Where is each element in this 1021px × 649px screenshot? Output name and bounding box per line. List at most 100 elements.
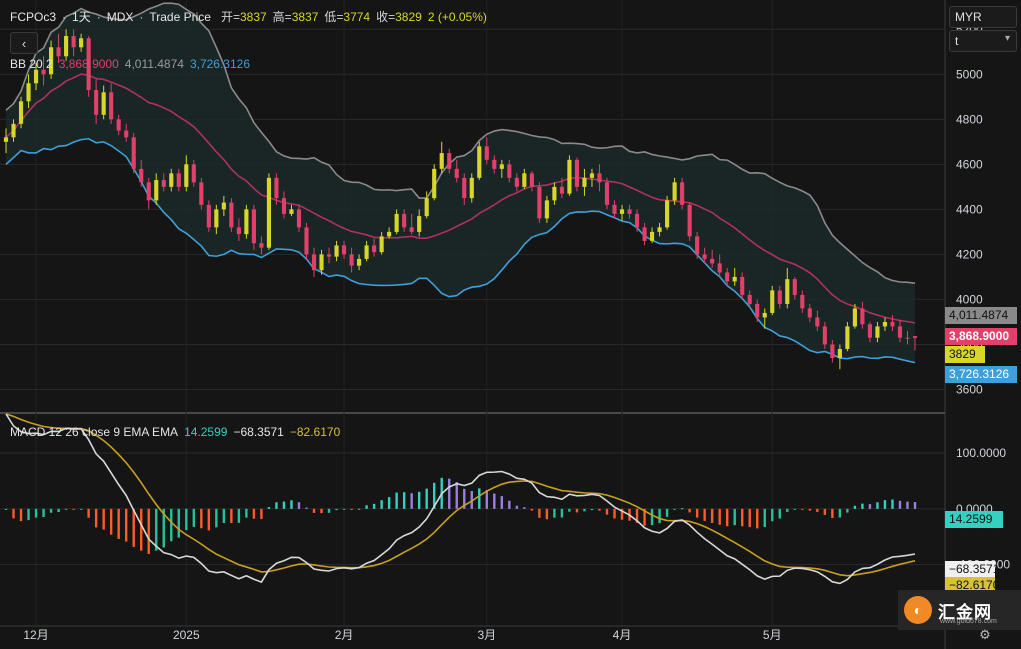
candle [319, 249, 324, 275]
logo-url: www.gold678.com [940, 618, 997, 625]
candle-body [559, 186, 564, 194]
candle-body [634, 213, 640, 228]
candle-body [702, 254, 707, 259]
candle [199, 177, 204, 210]
price-tick-label: 4200 [956, 247, 983, 261]
candle-body [281, 198, 287, 214]
candle-body [349, 254, 354, 266]
candle-body [680, 182, 685, 205]
histogram-bar [192, 508, 196, 527]
candle-body [184, 164, 189, 187]
candle-body [792, 279, 797, 295]
currency-value: MYR [955, 10, 982, 24]
candle [582, 168, 587, 196]
close-value: 3829 [395, 10, 422, 24]
candle-body [454, 168, 459, 178]
candle-body [484, 146, 489, 160]
chevron-left-icon: ‹ [21, 35, 27, 51]
separator: · [62, 9, 67, 24]
histogram-bar [756, 508, 759, 529]
candle [477, 141, 482, 181]
histogram-bar [448, 478, 451, 509]
price-tick-label: 4400 [956, 202, 983, 216]
candle-body [71, 36, 76, 48]
candle-body [499, 164, 504, 169]
candle-body [522, 173, 527, 187]
candle-body [139, 168, 144, 183]
histogram-bar [12, 508, 15, 519]
candle-body [672, 182, 677, 201]
histogram-bar [741, 508, 744, 527]
histogram-bar [387, 497, 391, 509]
candle-body [785, 279, 790, 304]
histogram-bar [34, 508, 38, 518]
candle-body [852, 308, 857, 327]
ohlc-high: 高=3837 [273, 8, 319, 25]
histogram-bar [846, 508, 849, 513]
candle-body [469, 177, 474, 199]
candle [281, 191, 287, 219]
collapse-legend-button[interactable]: ‹ [10, 32, 38, 54]
histogram-bar [117, 508, 120, 539]
histogram-bar [27, 508, 30, 521]
histogram-bar [132, 508, 135, 547]
histogram-bar [417, 491, 421, 509]
ohlc-close: 收=3829 [376, 8, 422, 25]
candle-body [477, 146, 482, 178]
candle-body [296, 209, 302, 228]
candle [544, 195, 549, 223]
histogram-bar [222, 508, 226, 524]
histogram-bar [718, 508, 721, 525]
histogram-bar [327, 508, 331, 513]
histogram-bar [515, 505, 519, 509]
candle [830, 339, 835, 363]
candle-body [589, 173, 595, 178]
candle-body [860, 308, 865, 325]
histogram-bar [575, 508, 579, 513]
candle [717, 254, 722, 277]
candle [514, 173, 519, 192]
candle [3, 128, 9, 154]
candle [845, 321, 850, 352]
histogram-bar [778, 508, 781, 519]
histogram-bar [650, 508, 654, 526]
macd-histogram [4, 477, 917, 555]
candle-body [251, 209, 256, 244]
bb-upper-tag: 4,011.4874 [945, 307, 1017, 324]
bb-lower-line [5, 137, 916, 364]
histogram-bar [590, 508, 594, 511]
histogram-bar [425, 488, 428, 509]
site-logo: ◐ 汇金网 [898, 590, 1021, 630]
histogram-bar [335, 508, 338, 511]
candle [311, 247, 317, 277]
time-tick-label: 2月 [335, 628, 354, 642]
candle [221, 195, 226, 217]
bb-legend[interactable]: BB 20 2 3,868.9000 4,011.4874 3,726.3126 [10, 57, 250, 71]
candle [665, 195, 670, 230]
histogram-bar [102, 508, 105, 530]
logo-text: 汇金网 [938, 602, 992, 622]
candle [139, 159, 144, 187]
histogram-bar [545, 508, 549, 520]
histogram-bar [500, 496, 504, 509]
histogram-bar [455, 482, 458, 509]
histogram-bar [79, 508, 83, 510]
macd-legend[interactable]: MACD 12 26 close 9 EMA EMA 14.2599 −68.3… [10, 425, 340, 439]
candle [379, 231, 384, 255]
candle-body [882, 321, 888, 327]
candle [402, 209, 407, 232]
time-tick-label: 3月 [477, 628, 496, 642]
histogram-bar [568, 508, 571, 512]
candle-body [18, 101, 24, 124]
candle [875, 321, 880, 343]
bb-lower-value: 3,726.3126 [189, 57, 250, 71]
currency-select[interactable]: MYR [949, 6, 1017, 28]
histogram-bar [395, 492, 398, 509]
unit-select[interactable]: t ▾ [949, 30, 1017, 52]
candle-body [402, 213, 407, 228]
histogram-bar [748, 508, 751, 528]
settings-gear-icon[interactable]: ⚙ [979, 627, 991, 642]
candle [589, 168, 595, 187]
candle [462, 173, 467, 205]
